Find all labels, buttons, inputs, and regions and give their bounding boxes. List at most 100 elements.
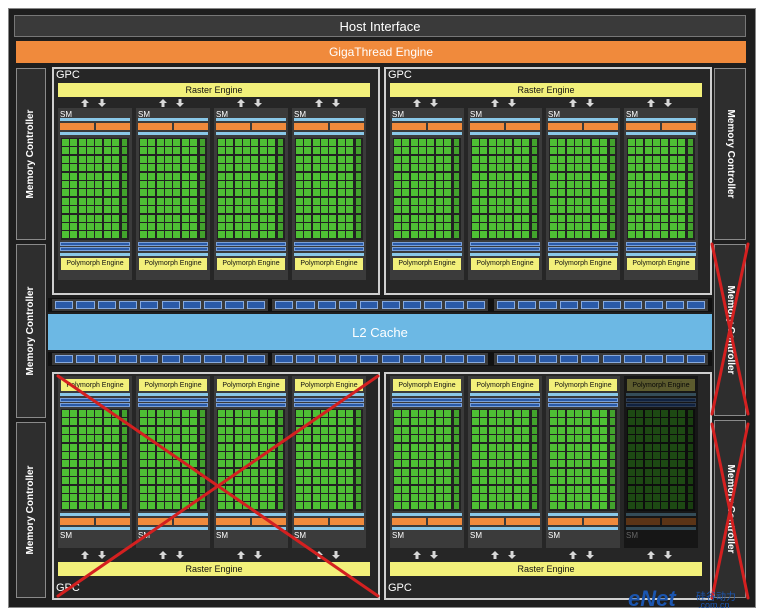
- gpc-top-right-sm-2-cuda-core: [480, 223, 488, 230]
- gpc-top-left-sm-4-cuda-core: [296, 189, 304, 197]
- gpc-top-right-sm-4-cuda-core: [652, 172, 660, 180]
- gpc-top-left-sm-4-cache-bar: [294, 252, 364, 256]
- l2-strip-bottom-block: [296, 355, 315, 363]
- gpc-top-left-sm-4-cuda-core: [345, 155, 353, 163]
- gpc-bottom-right-sm-1-cuda-core: [427, 426, 435, 434]
- gpc-top-right-sm-2-cache-bar: [470, 118, 540, 121]
- gpc-bottom-left-sm-1-cuda-core: [86, 426, 94, 434]
- gpc-bottom-left-sm-3-cuda-core: [234, 435, 242, 443]
- gpc-top-left-sm-2-cuda-core: [164, 181, 172, 188]
- gpc-bottom-left-sm-3-cuda-core: [267, 485, 275, 493]
- gpc-bottom-right-sm-2-cuda-core: [480, 435, 488, 443]
- gpc-bottom-right-sm-3-cuda-core: [574, 460, 582, 468]
- gpc-bottom-left-sm-2-cuda-core: [148, 435, 156, 443]
- gpc-top-right-sm-4-cuda-core: [636, 231, 644, 239]
- gpc-top-left-sm-3-cuda-core: [242, 139, 250, 146]
- gpc-bottom-left-sm-2-cuda-core: [140, 494, 148, 501]
- gpc-top-right-sm-4-ldst-row: [626, 241, 696, 246]
- gpc-top-right-sm-3-cuda-core: [591, 181, 599, 188]
- gpc-bottom-left-sm-1-sched-b: [96, 517, 130, 525]
- gpc-bottom-left-sm-1-sfu: [122, 410, 127, 417]
- gpc-bottom-left-sm-4-cuda-core: [304, 418, 312, 426]
- gpc-top-right-sm-3-cuda-core: [574, 223, 582, 230]
- gpc-bottom-left-sm-2-cuda-core: [189, 460, 197, 468]
- gpc-top-left-sm-1-cuda-core: [62, 206, 70, 214]
- gpc-top-right-sm-4-cuda-core: [669, 139, 677, 146]
- gpc-bottom-right-sm-2-cuda-core: [496, 452, 504, 459]
- gpc-bottom-left-sm-1-cuda-core: [70, 477, 78, 485]
- gpc-bottom-left-sm-2-cuda-core: [181, 418, 189, 426]
- gpc-bottom-right-sm-2-core-grid: [471, 409, 539, 511]
- l2-strip-bottom-block: [581, 355, 600, 363]
- gpc-top-left-sm-4-cuda-core: [312, 223, 320, 230]
- gpc-top-left-sm-2-cache-bar: [138, 118, 208, 121]
- l2-strip-top-block: [402, 301, 422, 309]
- gpc-bottom-left-sm-1-cuda-core: [86, 418, 94, 426]
- host-interface-label: Host Interface: [339, 18, 421, 34]
- gpc-top-left-sm-4-cuda-core: [304, 223, 312, 230]
- gpc-top-left-sm-1-cuda-core: [111, 155, 119, 163]
- gpc-top-left-sm-3-sfu: [278, 231, 283, 239]
- gpc-top-left-sm-4-cuda-core: [337, 197, 345, 205]
- gpc-top-left-sm-4-cuda-core: [320, 139, 328, 146]
- gpc-top-right-sm-3-ldst-row: [548, 241, 618, 246]
- gpc-top-right-sm-2-cuda-core: [521, 231, 529, 239]
- gpc-bottom-right-sm-1-core-grid: [393, 409, 461, 511]
- gpc-top-left-sm-3-cuda-core: [242, 164, 250, 172]
- gpc-top-right-sm-1-cuda-core: [402, 172, 410, 180]
- gpc-bottom-right-sm-1-sfu: [454, 452, 459, 459]
- gpc-top-right-sm-4-sfu: [688, 197, 693, 205]
- l2-strip-top-block: [204, 301, 223, 309]
- gpc-bottom-right-sm-1-cuda-core: [410, 485, 418, 493]
- gpc-bottom-left-sm-3-cache-bar: [216, 526, 286, 530]
- gpc-top-right-sm-4-cuda-core: [652, 197, 660, 205]
- gpc-top-left-sm-1-cache-bar: [60, 132, 130, 135]
- gpc-top-right-sm-3-cuda-core: [566, 172, 574, 180]
- gpc-top-right-sm-1-cuda-core: [443, 223, 451, 230]
- gpc-top-left-sm-2-cuda-core: [173, 164, 181, 172]
- gpc-top-right-sm-4-cuda-core: [661, 164, 669, 172]
- gpc-top-left-sm-1-polymorph: [61, 257, 129, 270]
- gpc-bottom-left-sm-1-sfu: [122, 435, 127, 443]
- l2-strip-top-block: [225, 301, 244, 309]
- gpc-top-right-sm-3-sfu: [610, 139, 615, 146]
- gpc-bottom-left-sm-4-cuda-core: [337, 426, 345, 434]
- gpc-bottom-left-sm-3-cuda-core: [226, 435, 234, 443]
- l2-strip-bottom-block: [623, 355, 642, 363]
- gpc-bottom-right-sm-1-cuda-core: [418, 426, 426, 434]
- gpc-top-right-sm-1-cuda-core: [394, 172, 402, 180]
- gpc-bottom-right-sm-1-cuda-core: [418, 460, 426, 468]
- gpc-top-left-sm-3-cuda-core: [242, 189, 250, 197]
- gpc-bottom-left-sm-4-cuda-core: [320, 452, 328, 459]
- gpc-bottom-right-sm-1-cuda-core: [394, 502, 402, 510]
- gpc-bottom-left-sm-2-cuda-core: [164, 435, 172, 443]
- arrow-down-icon: [332, 551, 340, 559]
- gpc-top-right-sm-3-cuda-core: [591, 197, 599, 205]
- gpc-top-left-sm-1-cuda-core: [70, 189, 78, 197]
- gpc-top-left-sm-4-cuda-core: [304, 164, 312, 172]
- gpc-top-right-sm-4-cuda-core: [652, 155, 660, 163]
- gpc-top-right-sm-4-cuda-core: [628, 164, 636, 172]
- gpc-top-left-sm-1-cuda-core: [86, 164, 94, 172]
- gpc-top-right-sm-4-cuda-core: [669, 197, 677, 205]
- gpc-top-left-sm-2-cuda-core: [164, 206, 172, 214]
- l2-strip-top-block: [686, 301, 705, 309]
- gpc-bottom-left-sm-1-cache-bar: [60, 393, 130, 396]
- gpc-top-right-sm-2-cuda-core: [505, 189, 513, 197]
- gpc-bottom-left-sm-2-cuda-core: [181, 468, 189, 476]
- gpc-bottom-right-sm-3-sfu: [610, 410, 615, 417]
- gpc-bottom-right-sm-3-sfu: [610, 452, 615, 459]
- gpc-top-right-sm-1-sfu: [454, 172, 459, 180]
- gpc-bottom-left-sm-4-cuda-core: [304, 468, 312, 476]
- gpc-bottom-left-sm-4-cuda-core: [329, 418, 337, 426]
- arrow-up-icon: [413, 99, 421, 107]
- gpc-top-left-sm-1-sched-a: [60, 123, 94, 130]
- gpc-bottom-left-sm-3-cuda-core: [251, 477, 259, 485]
- gpc-top-left-sm-2-sfu: [200, 172, 205, 180]
- gpc-bottom-right-sm-3-cuda-core: [591, 452, 599, 459]
- gpc-top-right-sm-3-cuda-core: [599, 139, 607, 146]
- gpc-bottom-right-sm-3-cuda-core: [583, 477, 591, 485]
- gpc-bottom-right-sm-2-cuda-core: [521, 460, 529, 468]
- gpc-top-right-sm-4-cuda-core: [644, 197, 652, 205]
- gpc-top-left-sm-3-cuda-core: [234, 155, 242, 163]
